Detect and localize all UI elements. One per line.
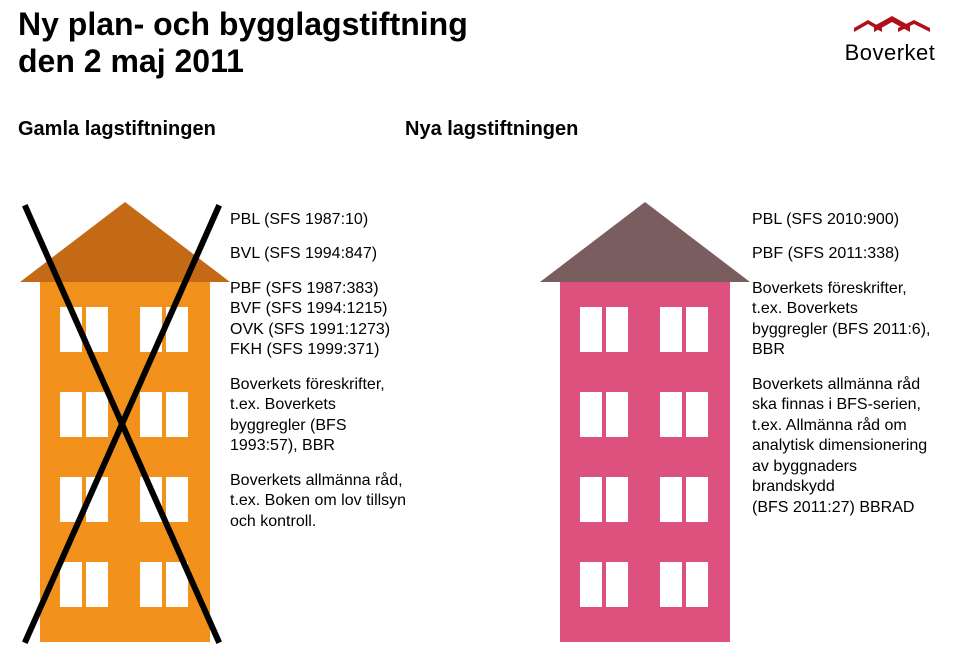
new-p2: PBF (SFS 2011:338) (752, 244, 957, 264)
heading-old: Gamla lagstiftningen (18, 118, 216, 141)
old-text-column: PBL (SFS 1987:10) BVL (SFS 1994:847) PBF… (230, 210, 430, 546)
new-roof (540, 202, 750, 282)
new-p3: Boverkets föreskrifter, t.ex. Boverkets … (752, 279, 957, 361)
new-text-column: PBL (SFS 2010:900) PBF (SFS 2011:338) Bo… (752, 210, 957, 532)
logo-text: Boverket (840, 40, 940, 66)
old-house (20, 202, 230, 652)
new-p1: PBL (SFS 2010:900) (752, 210, 957, 230)
page-title-block: Ny plan- och bygglagstiftning den 2 maj … (18, 6, 468, 80)
title-line1: Ny plan- och bygglagstiftning (18, 6, 468, 43)
title-line2: den 2 maj 2011 (18, 43, 468, 80)
old-p3: PBF (SFS 1987:383) BVF (SFS 1994:1215) O… (230, 279, 430, 361)
old-p4: Boverkets föreskrifter, t.ex. Boverkets … (230, 375, 430, 457)
boverket-logo: Boverket (840, 10, 940, 66)
old-p1: PBL (SFS 1987:10) (230, 210, 430, 230)
logo-roofs-icon (840, 10, 940, 40)
old-p2: BVL (SFS 1994:847) (230, 244, 430, 264)
old-p5: Boverkets allmänna råd, t.ex. Boken om l… (230, 471, 430, 532)
new-p4: Boverkets allmänna råd ska finnas i BFS-… (752, 375, 957, 518)
heading-new: Nya lagstiftningen (405, 118, 578, 141)
new-house (540, 202, 750, 652)
